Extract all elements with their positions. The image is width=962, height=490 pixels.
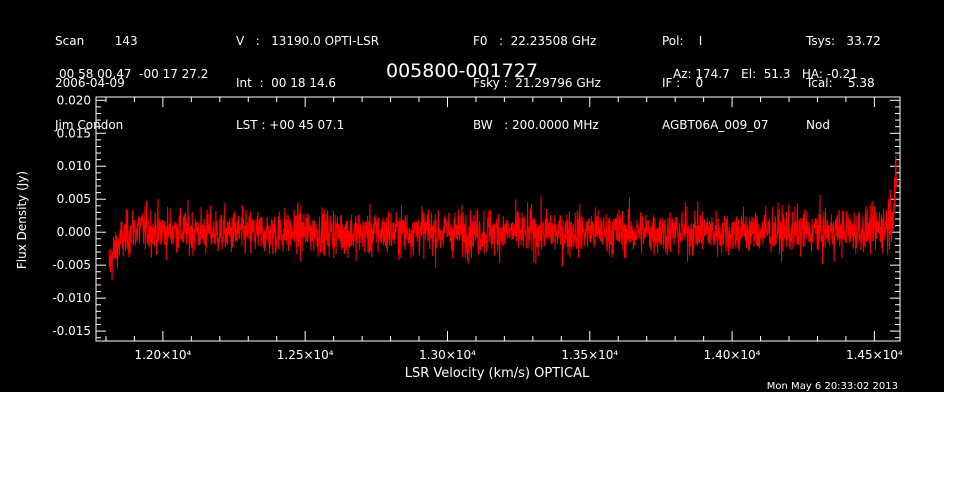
x-tick-label: 1.25×10⁴ [277, 348, 334, 362]
tsys-value: Tsys: 33.72 [806, 34, 881, 48]
spectrum-trace [108, 155, 898, 281]
source-name: 005800-001727 [386, 60, 538, 82]
header-scan-block: Scan 143 2006-04-09 Jim Condon [55, 6, 138, 146]
integration-time: Int : 00 18 14.6 [236, 76, 337, 90]
tcal-value: Tcal: 5.38 [806, 76, 875, 90]
y-tick-label: 0.020 [57, 93, 91, 107]
if-number: IF : 0 [662, 76, 704, 90]
x-tick-label: 1.40×10⁴ [704, 348, 761, 362]
nod-label: Nod [806, 118, 830, 132]
x-axis-label: LSR Velocity (km/s) OPTICAL [405, 366, 590, 381]
y-tick-label: 0.005 [57, 192, 91, 206]
x-tick-label: 1.20×10⁴ [134, 348, 191, 362]
header-velocity-block: V : 13190.0 OPTI-LSR Int : 00 18 14.6 LS… [236, 6, 379, 146]
header-tsys-block: Tsys: 33.72 Tcal: 5.38 Nod [806, 6, 881, 146]
spectrum-chart: 1.20×10⁴ 1.25×10⁴ 1.30×10⁴ 1.35×10⁴ 1.40×10⁴… [15, 93, 903, 392]
az-el-ha: Az: 174.7 El: 51.3 HA: -0.21 [673, 67, 858, 81]
plot-panel [0, 0, 944, 392]
project-id: AGBT06A_009_07 [662, 118, 769, 132]
rest-frequency: F0 : 22.23508 GHz [473, 34, 597, 48]
x-tick-label: 1.45×10⁴ [846, 348, 903, 362]
y-tick-label: 0.010 [57, 159, 91, 173]
lst-value: LST : +00 45 07.1 [236, 118, 345, 132]
y-tick-label: -0.010 [52, 291, 91, 305]
bandwidth: BW : 200.0000 MHz [473, 118, 599, 132]
source-coordinates: 00 58 00.47 -00 17 27.2 [59, 67, 209, 81]
tick-label-layer: 1.20×10⁴ 1.25×10⁴ 1.30×10⁴ 1.35×10⁴ 1.40×10⁴… [52, 93, 903, 362]
sky-frequency: Fsky : 21.29796 GHz [473, 76, 601, 90]
observer-name: Jim Condon [55, 118, 124, 132]
header-pol-block: Pol: I IF : 0 AGBT06A_009_07 [662, 6, 769, 146]
x-tick-label: 1.30×10⁴ [419, 348, 476, 362]
y-tick-label: -0.005 [52, 258, 91, 272]
y-axis-label: Flux Density (Jy) [15, 171, 29, 269]
header-frequency-block: F0 : 22.23508 GHz Fsky : 21.29796 GHz BW… [473, 6, 601, 146]
y-tick-label: 0.015 [57, 126, 91, 140]
spectrum-trace-layer [108, 155, 898, 281]
timestamp: Mon May 6 20:33:02 2013 [767, 381, 898, 392]
y-tick-label: -0.015 [52, 324, 91, 338]
x-tick-label: 1.35×10⁴ [561, 348, 618, 362]
scan-number: Scan 143 [55, 34, 138, 48]
polarization: Pol: I [662, 34, 703, 48]
velocity-value: V : 13190.0 OPTI-LSR [236, 34, 380, 48]
observation-date: 2006-04-09 [55, 76, 125, 90]
y-tick-label: 0.000 [57, 225, 91, 239]
axes-layer [95, 96, 901, 342]
